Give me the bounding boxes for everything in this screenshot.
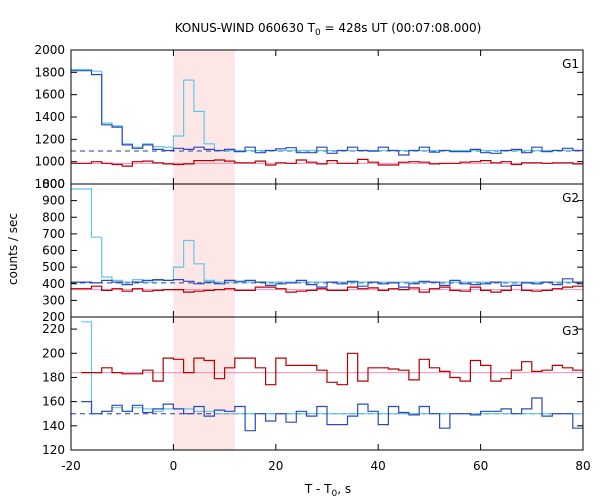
panel-series — [71, 321, 583, 432]
y-tick-label: 1600 — [34, 88, 65, 102]
y-tick-label: 180 — [42, 370, 65, 384]
y-tick-label: 140 — [42, 419, 65, 433]
y-tick-label: 160 — [42, 395, 65, 409]
title-pre: KONUS-WIND 060630 T — [175, 21, 316, 35]
y-tick-label: 600 — [42, 244, 65, 258]
y-tick-label: 2000 — [34, 43, 65, 57]
y-tick-label: 200 — [42, 310, 65, 324]
y-tick-label: 220 — [42, 322, 65, 336]
y-tick-label: 700 — [42, 227, 65, 241]
xlabel-pre: T - T — [304, 482, 332, 496]
red-series — [71, 158, 583, 167]
x-tick-label: 60 — [473, 459, 488, 473]
y-axis-label: counts / sec — [6, 213, 20, 285]
chart-title: KONUS-WIND 060630 T0 = 428s UT (00:07:08… — [175, 21, 482, 38]
y-tick-label: 800 — [42, 210, 65, 224]
panel-frame — [70, 316, 584, 451]
x-tick-label: 80 — [575, 459, 590, 473]
xlabel-post: , s — [337, 482, 351, 496]
y-tick-label: 500 — [42, 260, 65, 274]
xlabel-sub: 0 — [332, 489, 338, 499]
panel-g3: 120 140 160 180 200 220 G3 — [42, 316, 584, 457]
y-tick-label: 1000 — [34, 155, 65, 169]
dark-blue-series — [71, 278, 583, 288]
panel-series — [71, 188, 583, 293]
highlight-interval — [173, 50, 235, 450]
dark-blue-series — [81, 397, 583, 432]
x-tick-label: 20 — [268, 459, 283, 473]
red-series — [71, 284, 583, 293]
light-blue-series — [81, 321, 583, 415]
title-post: = 428s UT (00:07:08.000) — [321, 21, 482, 35]
panel-frame — [70, 183, 584, 318]
plot-area: 800100012001400160018002000G120030040050… — [34, 43, 590, 473]
y-tick-label: 400 — [42, 277, 65, 291]
y-tick-label: 1000 — [34, 177, 65, 191]
x-tick-label: 40 — [371, 459, 386, 473]
panel-series — [71, 68, 583, 167]
x-tick-label: -20 — [61, 459, 81, 473]
x-axis-label: T - T0, s — [304, 482, 351, 499]
y-tick-label: 1200 — [34, 132, 65, 146]
x-tick-label: 0 — [170, 459, 178, 473]
y-tick-label: 120 — [42, 443, 65, 457]
y-tick-label: 200 — [42, 346, 65, 360]
title-sub: 0 — [315, 28, 321, 38]
light-blue-series — [71, 188, 583, 283]
y-tick-label: 300 — [42, 293, 65, 307]
panel-label: G3 — [562, 324, 579, 338]
panel-label: G2 — [562, 191, 579, 205]
light-blue-series — [71, 68, 583, 152]
panel-g2: 200 300 400 500 600 700 800 900 1000 G2 — [34, 177, 584, 324]
panel-label: G1 — [562, 57, 579, 71]
y-tick-label: 800 — [42, 177, 65, 191]
dark-blue-series — [71, 70, 583, 156]
y-tick-label: 1800 — [34, 65, 65, 79]
red-series — [81, 352, 583, 386]
y-tick-label: 1400 — [34, 110, 65, 124]
y-tick-label: 900 — [42, 194, 65, 208]
